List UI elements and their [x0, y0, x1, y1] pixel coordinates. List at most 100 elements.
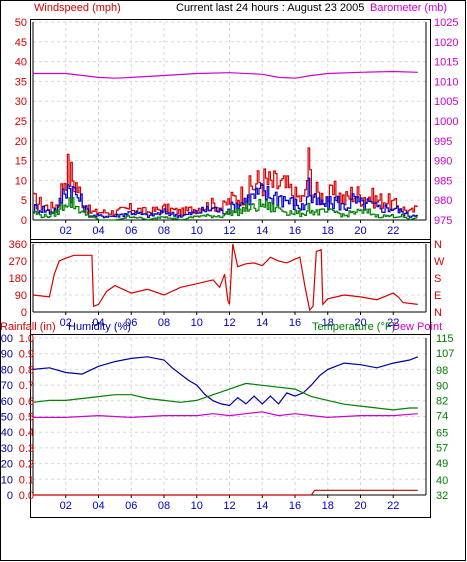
temperature-y-tick: 82: [436, 395, 448, 407]
temperature-series-line: [32, 382, 418, 411]
temperature-y-tick: 32: [436, 490, 448, 502]
rainfall-y-tick: 0.4: [19, 427, 34, 439]
barometer-y-tick: 1020: [434, 37, 458, 49]
x-tick-label: 20: [354, 225, 366, 237]
direction-y-tick: 180: [9, 273, 27, 285]
x-tick-label: 08: [158, 225, 170, 237]
temperature-axis-title: Temperature (°F): [312, 321, 395, 333]
x-tick-label: 06: [125, 500, 137, 512]
humidity-series-line: [32, 356, 419, 407]
x-tick-label: 10: [191, 500, 203, 512]
temperature-y-tick: 107: [436, 348, 454, 360]
x-tick-label: 10: [191, 225, 203, 237]
x-tick-label: 22: [387, 500, 399, 512]
x-tick-label: 06: [125, 317, 137, 329]
humidity-y-tick: 60: [1, 396, 13, 408]
barometer-y-tick: 980: [434, 195, 452, 207]
temperature-series-line: [33, 411, 418, 419]
direction-series-line: [32, 243, 418, 312]
x-tick-label: 02: [60, 500, 72, 512]
direction-y-tick: 0: [21, 307, 27, 319]
barometer-y-tick: 1010: [434, 76, 458, 88]
x-tick-label: 22: [387, 225, 399, 237]
wind-y-tick: 15: [15, 156, 27, 168]
barometer-y-tick: 1025: [434, 17, 458, 29]
chart-date-title: Current last 24 hours : August 23 2005: [176, 2, 364, 14]
temperature-y-tick: 57: [436, 443, 448, 455]
rainfall-axis-title: Rainfall (in): [0, 321, 56, 333]
wind-y-tick: 45: [15, 37, 27, 49]
temperature-y-tick: 90: [436, 380, 448, 392]
dewpoint-axis-title: Dew Point: [392, 321, 442, 333]
humidity-y-tick: 30: [1, 443, 13, 455]
wind-y-tick: 5: [21, 195, 27, 207]
x-tick-label: 14: [256, 225, 268, 237]
rainfall-y-tick: 0.2: [19, 459, 34, 471]
barometer-series-line: [33, 70, 418, 79]
barometer-y-tick: 975: [434, 215, 452, 227]
wind-y-tick: 20: [15, 136, 27, 148]
windspeed-axis-title: Windspeed (mph): [34, 2, 121, 14]
direction-y-tick: 90: [15, 290, 27, 302]
temperature-y-tick: 74: [436, 411, 448, 423]
rainfall-y-tick: 0.8: [19, 364, 34, 376]
humidity-y-tick: 20: [1, 459, 13, 471]
x-tick-label: 14: [256, 500, 268, 512]
humidity-y-tick: 0: [7, 490, 13, 502]
rainfall-y-tick: 0.1: [19, 474, 34, 486]
x-tick-label: 04: [92, 225, 104, 237]
wind-y-tick: 0: [21, 215, 27, 227]
temperature-y-tick: 49: [436, 458, 448, 470]
wind-y-tick: 50: [15, 17, 27, 29]
compass-tick: N: [434, 239, 442, 251]
direction-y-tick: 270: [9, 256, 27, 268]
rainfall-y-tick: 0.0: [19, 490, 34, 502]
temperature-y-tick: 115: [436, 333, 454, 345]
temperature-y-tick: 65: [436, 428, 448, 440]
compass-tick: S: [434, 273, 441, 285]
x-tick-label: 08: [158, 317, 170, 329]
barometer-y-tick: 990: [434, 156, 452, 168]
humidity-y-tick: 90: [1, 349, 13, 361]
rainfall-y-tick: 1.0: [19, 333, 34, 345]
wind-series-line: [33, 197, 418, 221]
compass-tick: E: [434, 290, 441, 302]
x-tick-label: 06: [125, 225, 137, 237]
x-tick-label: 02: [60, 317, 72, 329]
wind-y-tick: 30: [15, 96, 27, 108]
climate-panel-frame: [30, 334, 431, 518]
x-tick-label: 18: [322, 500, 334, 512]
x-tick-label: 08: [158, 500, 170, 512]
humidity-y-tick: 50: [1, 412, 13, 424]
humidity-axis-title: Humidity (%): [68, 321, 131, 333]
x-tick-label: 04: [92, 317, 104, 329]
humidity-y-tick: 100: [0, 333, 13, 345]
x-tick-label: 10: [191, 317, 203, 329]
temperature-y-tick: 98: [436, 365, 448, 377]
x-tick-label: 02: [60, 225, 72, 237]
x-tick-label: 20: [354, 317, 366, 329]
wind-y-tick: 10: [15, 175, 27, 187]
barometer-y-tick: 985: [434, 175, 452, 187]
temperature-y-tick: 40: [436, 475, 448, 487]
x-tick-label: 18: [322, 317, 334, 329]
x-tick-label: 04: [92, 500, 104, 512]
rainfall-y-tick: 0.7: [19, 380, 34, 392]
wind-y-tick: 25: [15, 116, 27, 128]
compass-tick: N: [434, 307, 442, 319]
x-tick-label: 20: [354, 500, 366, 512]
rainfall-series-line: [33, 489, 418, 496]
x-tick-label: 12: [223, 225, 235, 237]
barometer-y-tick: 995: [434, 136, 452, 148]
rainfall-y-tick: 0.3: [19, 443, 34, 455]
compass-tick: W: [434, 256, 445, 268]
humidity-y-tick: 40: [1, 427, 13, 439]
x-tick-label: 16: [289, 500, 301, 512]
direction-y-tick: 360: [9, 239, 27, 251]
x-tick-label: 14: [256, 317, 268, 329]
humidity-y-tick: 10: [1, 474, 13, 486]
humidity-y-tick: 80: [1, 364, 13, 376]
